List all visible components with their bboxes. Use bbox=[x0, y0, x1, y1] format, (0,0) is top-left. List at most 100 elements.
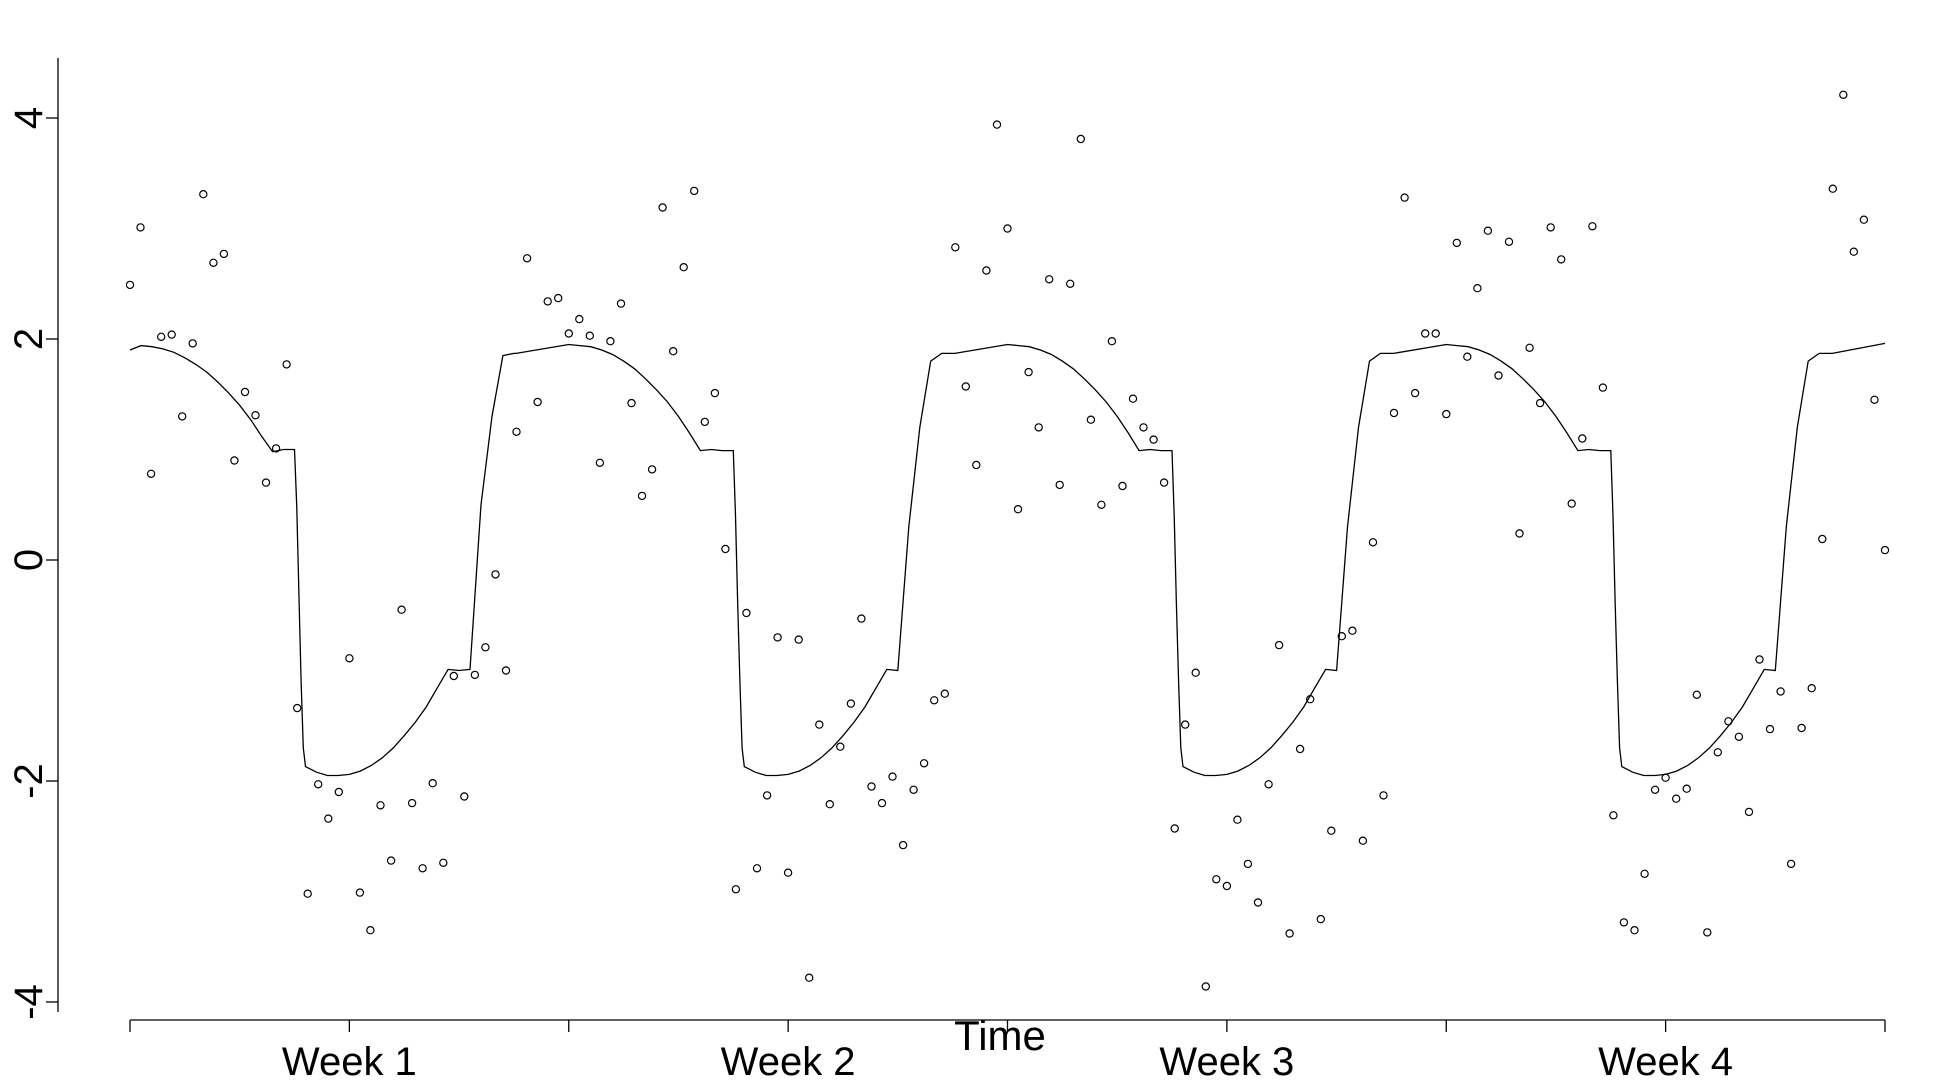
data-point bbox=[606, 337, 615, 346]
data-point bbox=[282, 360, 291, 369]
data-point bbox=[1358, 836, 1368, 845]
data-point bbox=[783, 868, 793, 877]
data-point bbox=[1640, 869, 1649, 879]
data-point bbox=[460, 792, 469, 801]
data-point bbox=[1159, 478, 1169, 487]
data-point bbox=[1327, 826, 1336, 835]
data-point bbox=[146, 469, 156, 478]
data-point bbox=[167, 330, 176, 339]
data-point bbox=[1431, 329, 1440, 338]
data-point bbox=[230, 456, 239, 465]
data-point bbox=[209, 258, 218, 267]
data-point bbox=[1859, 215, 1869, 224]
data-point bbox=[491, 570, 500, 579]
data-point bbox=[752, 864, 762, 873]
data-point bbox=[1180, 720, 1190, 729]
data-point bbox=[1535, 398, 1545, 408]
data-point bbox=[303, 889, 312, 898]
data-point bbox=[1703, 928, 1712, 937]
data-point bbox=[1650, 785, 1660, 795]
y-axis: -4 -2 0 2 4 bbox=[7, 58, 59, 1020]
data-point bbox=[501, 666, 511, 675]
data-point bbox=[1212, 875, 1221, 884]
data-point bbox=[898, 840, 908, 850]
data-point bbox=[1389, 408, 1399, 418]
x-tick-label: Week 3 bbox=[1159, 1040, 1294, 1080]
data-point bbox=[1880, 545, 1890, 555]
data-point bbox=[773, 633, 782, 642]
data-point bbox=[1515, 529, 1524, 538]
data-point bbox=[1786, 859, 1796, 869]
y-tick-label: 4 bbox=[7, 107, 51, 129]
data-point bbox=[805, 973, 814, 982]
data-point bbox=[846, 699, 856, 708]
data-point bbox=[1578, 434, 1587, 443]
data-point bbox=[836, 742, 845, 751]
data-point bbox=[1463, 352, 1472, 361]
data-point bbox=[1692, 690, 1702, 700]
data-point bbox=[710, 388, 720, 398]
data-point bbox=[136, 223, 145, 232]
data-point bbox=[1055, 480, 1064, 490]
data-point bbox=[1305, 695, 1315, 704]
data-point bbox=[1839, 90, 1848, 100]
data-point bbox=[177, 412, 187, 421]
data-point bbox=[188, 339, 197, 348]
data-point bbox=[585, 331, 595, 340]
data-point bbox=[1713, 748, 1723, 757]
data-point bbox=[1400, 193, 1409, 202]
data-point bbox=[1494, 371, 1503, 380]
data-point bbox=[1285, 929, 1294, 938]
y-tick-label: 0 bbox=[7, 549, 51, 571]
data-point bbox=[815, 720, 824, 729]
data-point bbox=[366, 926, 375, 935]
data-point bbox=[961, 382, 971, 391]
data-point bbox=[397, 605, 406, 614]
data-point bbox=[470, 670, 480, 680]
scatter-points bbox=[125, 90, 1890, 991]
data-point bbox=[1222, 881, 1232, 891]
y-tick-label: -4 bbox=[7, 984, 51, 1020]
data-point bbox=[1139, 423, 1148, 432]
data-point bbox=[700, 417, 710, 427]
x-tick-label: Week 4 bbox=[1598, 1040, 1733, 1080]
data-point bbox=[972, 460, 981, 470]
data-point bbox=[345, 654, 354, 663]
data-point bbox=[1065, 279, 1075, 288]
data-point bbox=[1598, 383, 1608, 392]
data-point bbox=[1661, 773, 1670, 782]
data-point bbox=[888, 772, 897, 781]
data-point bbox=[1619, 918, 1629, 927]
data-point bbox=[251, 411, 260, 420]
data-point bbox=[543, 297, 552, 306]
data-point bbox=[1765, 724, 1775, 734]
data-point bbox=[271, 444, 281, 453]
data-point bbox=[575, 314, 584, 324]
data-point bbox=[794, 635, 803, 644]
data-point bbox=[1368, 538, 1378, 547]
data-point bbox=[418, 864, 427, 873]
data-point bbox=[731, 885, 741, 894]
data-point bbox=[376, 801, 385, 810]
data-point bbox=[647, 465, 657, 474]
data-point bbox=[721, 544, 730, 554]
data-point bbox=[1567, 499, 1576, 508]
data-point bbox=[1379, 791, 1388, 800]
data-point bbox=[1076, 134, 1086, 144]
data-point bbox=[825, 800, 835, 809]
data-point bbox=[355, 888, 365, 897]
data-point bbox=[1149, 435, 1158, 444]
data-point bbox=[449, 671, 458, 681]
data-point bbox=[1274, 640, 1284, 650]
data-point bbox=[1818, 534, 1827, 544]
fit-line bbox=[129, 342, 1886, 777]
data-point bbox=[1128, 394, 1138, 403]
x-tick-label: Week 2 bbox=[721, 1040, 856, 1080]
data-point bbox=[919, 759, 929, 768]
data-point bbox=[1086, 415, 1096, 424]
data-point bbox=[1870, 395, 1879, 404]
data-point bbox=[1003, 224, 1012, 233]
data-point bbox=[1337, 632, 1347, 641]
data-point bbox=[1107, 337, 1117, 346]
data-point bbox=[481, 643, 490, 652]
